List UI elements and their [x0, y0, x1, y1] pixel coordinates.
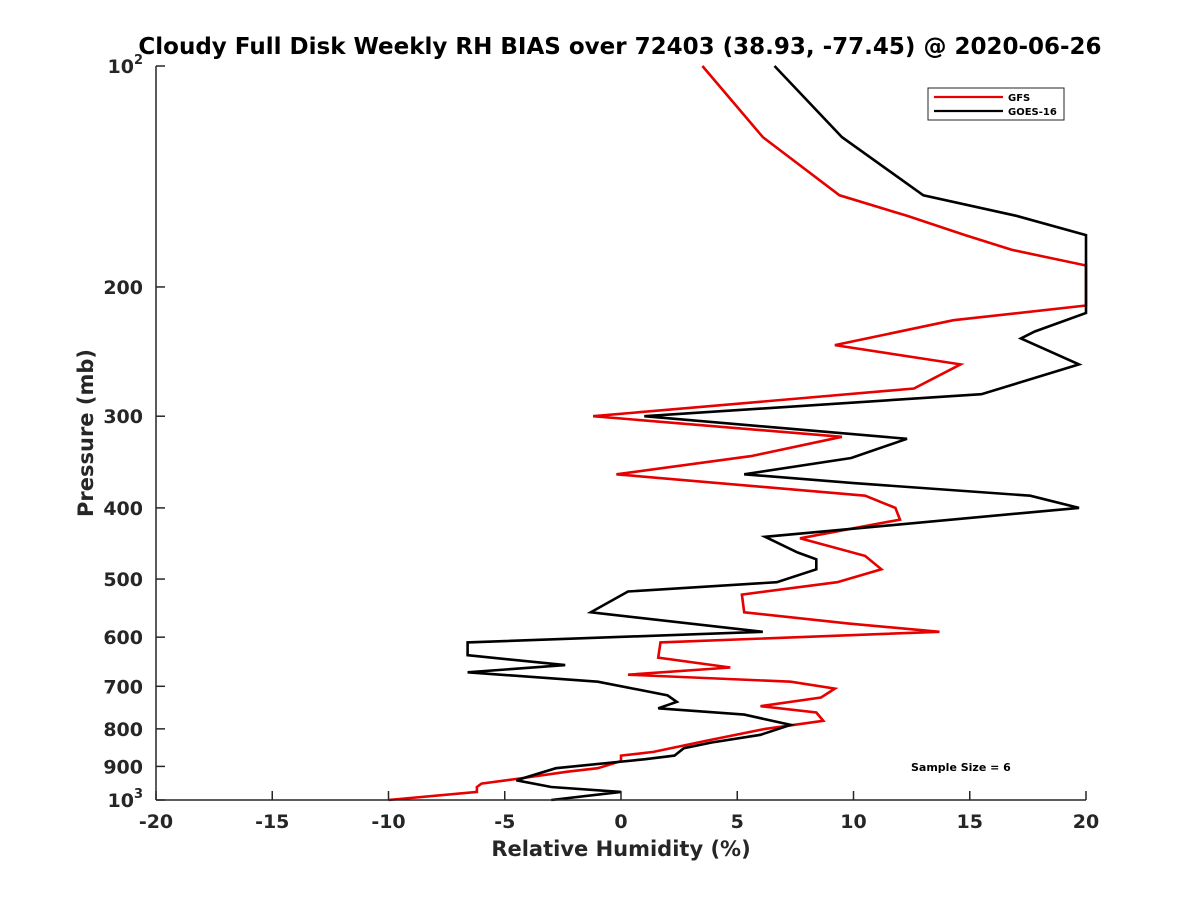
y-tick-label: 800	[103, 719, 143, 741]
x-tick-label: -5	[494, 811, 515, 833]
legend-label-goes16: GOES-16	[1008, 107, 1057, 118]
x-tick-label: 10	[840, 811, 866, 833]
x-tick-label: 20	[1073, 811, 1099, 833]
y-tick-label: 400	[103, 498, 143, 520]
sample-size-annotation: Sample Size = 6	[911, 761, 1011, 774]
y-axis-label: Pressure (mb)	[74, 349, 98, 517]
x-tick-label: 0	[614, 811, 627, 833]
x-tick-label: -10	[371, 811, 405, 833]
series-line-goes16	[466, 65, 1088, 802]
y-tick-label: 200	[103, 277, 143, 299]
x-tick-label: -20	[139, 811, 173, 833]
legend-label-gfs: GFS	[1008, 93, 1030, 104]
legend-box	[927, 87, 1065, 121]
x-tick-label: 15	[957, 811, 983, 833]
x-axis-label: Relative Humidity (%)	[491, 837, 750, 861]
y-tick-label: 500	[103, 569, 143, 591]
chart-title: Cloudy Full Disk Weekly RH BIAS over 724…	[138, 34, 1101, 60]
y-tick-label: 700	[103, 676, 143, 698]
y-tick-label: 300	[103, 406, 143, 428]
y-tick-label: 600	[103, 627, 143, 649]
legend: GFS GOES-16	[927, 87, 1065, 121]
y-tick-label: 102	[108, 53, 144, 78]
x-tick-label: -15	[255, 811, 289, 833]
y-tick-label: 103	[108, 787, 144, 812]
series-line-gfs	[388, 65, 1088, 802]
x-tick-label: 5	[731, 811, 744, 833]
series-layer	[388, 65, 1088, 802]
y-tick-label: 900	[103, 756, 143, 778]
plot-axes: -20 -15 -10 -5 0 5 10 15 20 102 200 300 400 500 600 700…	[103, 53, 1099, 833]
